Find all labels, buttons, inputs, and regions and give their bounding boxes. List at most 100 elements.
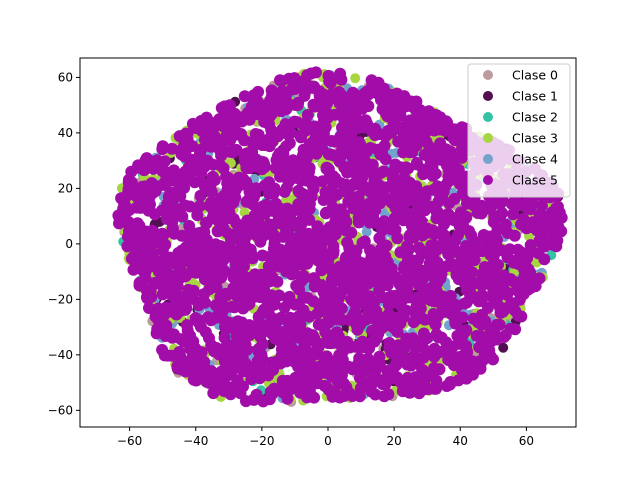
point-clase-5 — [361, 276, 374, 289]
point-clase-5 — [127, 263, 140, 276]
point-clase-5 — [488, 213, 501, 225]
point-clase-5 — [143, 191, 156, 204]
point-clase-5 — [460, 372, 473, 385]
point-clase-5 — [385, 126, 398, 139]
y-tick-label: 20 — [58, 181, 73, 195]
point-clase-5 — [212, 214, 225, 227]
point-clase-5 — [296, 251, 309, 264]
point-clase-5 — [145, 291, 158, 303]
point-clase-5 — [298, 382, 310, 395]
point-clase-5 — [363, 290, 376, 303]
point-clase-5 — [550, 202, 563, 214]
point-clase-5 — [313, 299, 326, 312]
point-clase-5 — [174, 333, 187, 346]
point-clase-3 — [350, 73, 361, 84]
y-axis: −60 −40 −20 0 20 40 60 — [48, 70, 80, 417]
point-clase-5 — [373, 181, 386, 194]
point-clase-5 — [181, 128, 194, 140]
point-clase-5 — [475, 199, 488, 212]
point-clase-5 — [359, 313, 372, 326]
point-clase-5 — [414, 189, 427, 202]
point-clase-5 — [227, 271, 240, 284]
point-clase-5 — [517, 288, 530, 301]
point-clase-5 — [303, 310, 316, 323]
point-clase-5 — [140, 225, 153, 238]
point-clase-5 — [288, 232, 300, 245]
point-clase-5 — [179, 199, 192, 212]
point-clase-5 — [151, 180, 164, 193]
legend-marker-clase-2 — [483, 112, 493, 122]
point-clase-5 — [486, 250, 499, 263]
point-clase-5 — [179, 165, 192, 178]
point-clase-5 — [194, 147, 206, 160]
point-clase-5 — [133, 276, 146, 289]
point-clase-5 — [239, 278, 251, 291]
point-clase-5 — [320, 280, 333, 293]
point-clase-5 — [238, 134, 251, 147]
point-clase-5 — [303, 165, 315, 178]
point-clase-5 — [448, 359, 460, 372]
point-clase-5 — [400, 161, 413, 174]
point-clase-5 — [317, 318, 330, 331]
point-clase-5 — [234, 111, 247, 124]
point-clase-5 — [504, 273, 517, 286]
point-clase-5 — [555, 225, 568, 238]
point-clase-5 — [311, 220, 324, 233]
point-clase-5 — [275, 74, 288, 87]
point-clase-5 — [409, 229, 422, 242]
point-clase-5 — [217, 384, 230, 397]
point-clase-5 — [398, 259, 411, 272]
point-clase-5 — [184, 292, 197, 305]
point-clase-5 — [240, 395, 252, 408]
point-clase-5 — [459, 252, 472, 265]
point-clase-5 — [347, 202, 360, 215]
legend-label-clase-0: Clase 0 — [512, 68, 558, 83]
point-clase-5 — [387, 166, 400, 179]
point-clase-5 — [484, 350, 497, 363]
point-clase-5 — [248, 189, 261, 202]
point-clase-5 — [207, 387, 220, 400]
point-clase-5 — [255, 101, 268, 114]
point-clase-5 — [407, 316, 420, 329]
point-clase-5 — [337, 211, 350, 224]
point-clase-5 — [378, 390, 391, 403]
point-clase-5 — [125, 252, 138, 265]
point-clase-5 — [288, 72, 301, 85]
point-clase-5 — [378, 218, 391, 231]
point-clase-5 — [517, 263, 530, 275]
point-clase-5 — [285, 266, 298, 278]
point-clase-1 — [498, 342, 509, 353]
point-clase-5 — [290, 217, 303, 229]
point-clase-5 — [269, 358, 282, 371]
point-clase-5 — [297, 119, 310, 132]
point-clase-5 — [158, 155, 171, 168]
point-clase-5 — [269, 197, 282, 210]
point-clase-5 — [377, 165, 390, 178]
point-clase-5 — [533, 235, 546, 248]
point-clase-5 — [220, 170, 233, 183]
point-clase-5 — [198, 288, 210, 301]
point-clase-5 — [219, 371, 232, 383]
point-clase-5 — [176, 210, 189, 223]
point-clase-5 — [478, 274, 491, 287]
point-clase-5 — [237, 302, 249, 315]
point-clase-5 — [117, 202, 130, 215]
point-clase-5 — [350, 146, 363, 159]
point-clase-5 — [158, 349, 171, 362]
y-tick-label: −20 — [48, 292, 73, 306]
point-clase-5 — [294, 129, 307, 142]
point-clase-5 — [379, 153, 392, 166]
point-clase-5 — [213, 348, 226, 361]
point-clase-5 — [238, 90, 251, 103]
point-clase-5 — [402, 194, 415, 207]
point-clase-5 — [211, 225, 224, 238]
point-clase-5 — [347, 160, 360, 173]
point-clase-5 — [408, 272, 421, 285]
point-clase-5 — [373, 254, 386, 267]
legend-label-clase-2: Clase 2 — [512, 110, 558, 125]
point-clase-5 — [143, 302, 155, 314]
point-clase-5 — [220, 340, 233, 353]
y-tick-label: 0 — [65, 237, 73, 251]
point-clase-5 — [514, 199, 527, 212]
